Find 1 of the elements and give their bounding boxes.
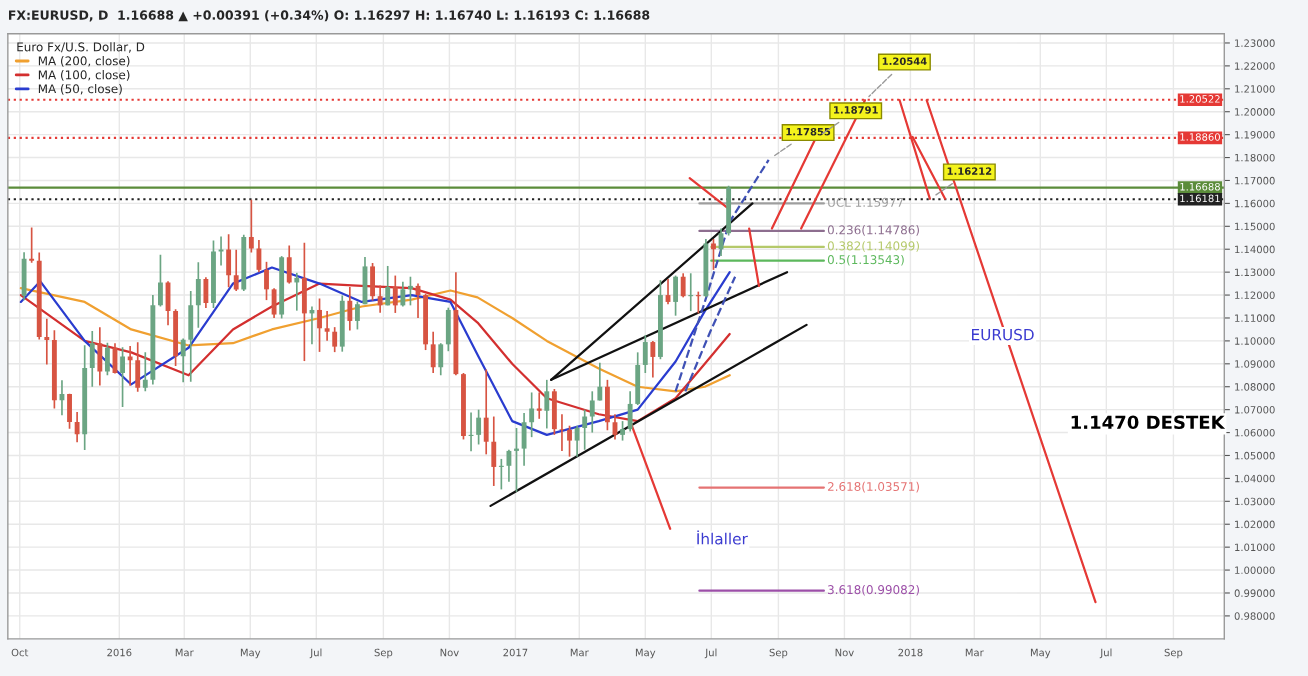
annotation: 1.1470 DESTEK — [1071, 415, 1226, 430]
